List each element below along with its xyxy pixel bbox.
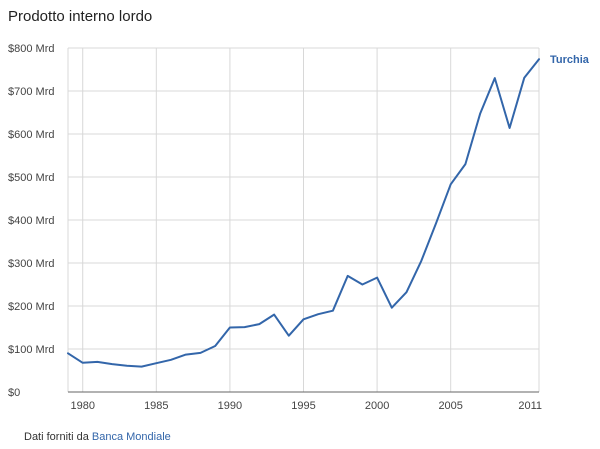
y-tick-label: $200 Mrd: [8, 301, 54, 313]
y-tick-label: $100 Mrd: [8, 344, 54, 356]
series-line: [67, 58, 540, 368]
legend: Turchia: [550, 54, 590, 66]
grid-lines: [68, 47, 539, 392]
x-tick-label: 1990: [218, 400, 242, 412]
axes: [67, 48, 540, 393]
x-tick-label: 2011: [518, 400, 542, 412]
y-axis-labels: $0 $100 Mrd $200 Mrd $300 Mrd $400 Mrd $500 M…: [8, 43, 54, 399]
x-tick-label: 2000: [365, 400, 389, 412]
y-tick-label: $300 Mrd: [8, 258, 54, 270]
series-layer: [67, 58, 540, 368]
x-tick-label: 1985: [144, 400, 168, 412]
y-tick-label: $400 Mrd: [8, 215, 54, 227]
y-tick-label: $500 Mrd: [8, 172, 54, 184]
y-tick-label: $700 Mrd: [8, 86, 54, 98]
source-note: Dati forniti da Banca Mondiale: [24, 431, 171, 443]
x-tick-label: 1995: [291, 400, 315, 412]
x-tick-label: 1980: [70, 400, 94, 412]
source-prefix: Dati forniti da: [24, 431, 89, 443]
legend-label: Turchia: [550, 54, 590, 66]
y-tick-label: $0: [8, 387, 20, 399]
x-axis-labels: 1980 1985 1990 1995 2000 2005 2011: [70, 400, 542, 412]
chart-title: Prodotto interno lordo: [8, 8, 153, 25]
y-tick-label: $800 Mrd: [8, 43, 54, 55]
source-link[interactable]: Banca Mondiale: [91, 431, 171, 443]
y-tick-label: $600 Mrd: [8, 129, 54, 141]
x-tick-label: 2005: [438, 400, 462, 412]
